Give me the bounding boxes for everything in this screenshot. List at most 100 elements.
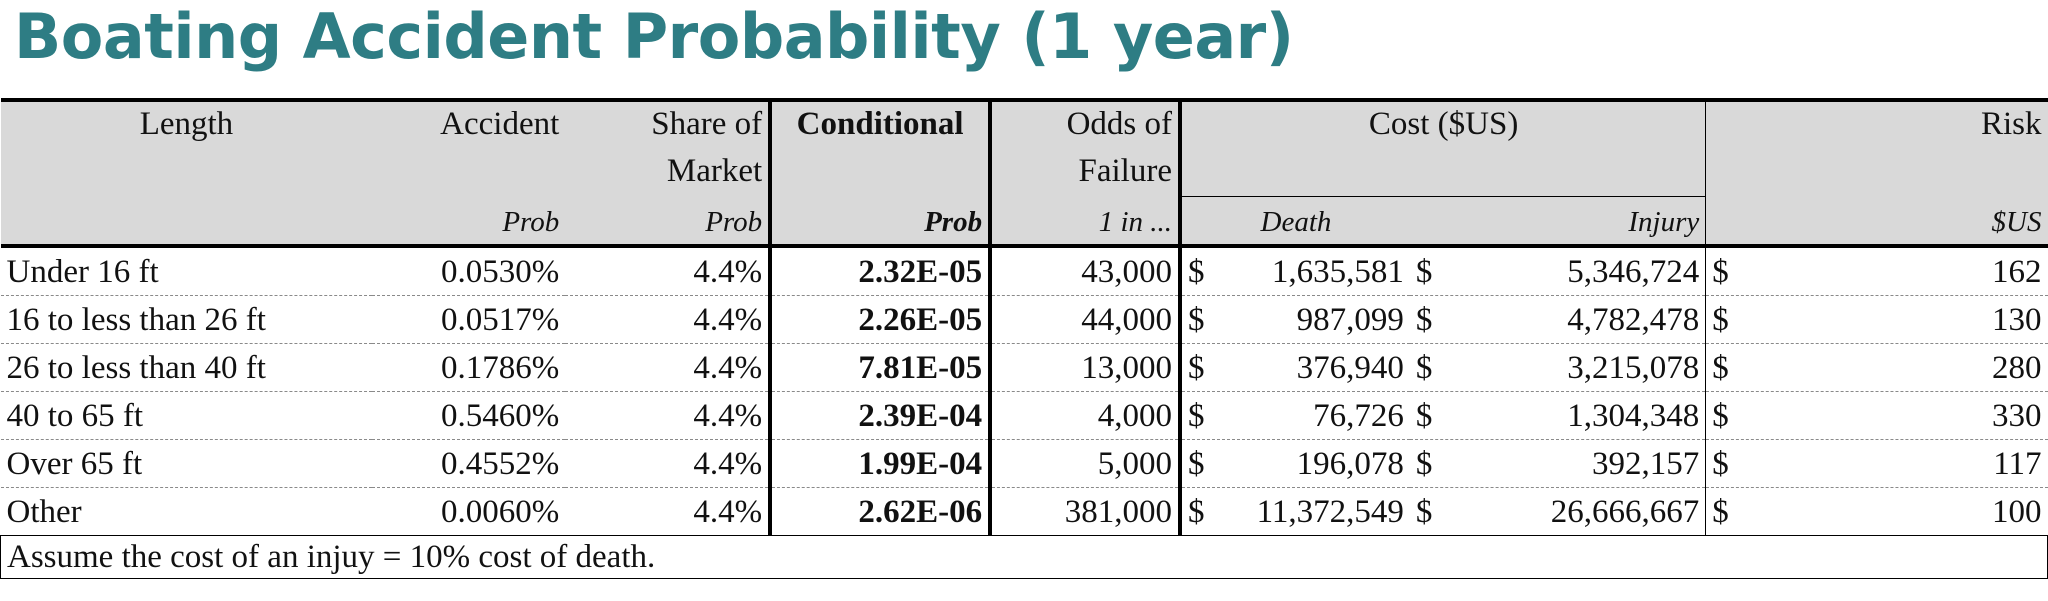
currency-symbol: $ <box>1712 445 1729 482</box>
cell-death-cost-value: 11,372,549 <box>1256 493 1404 530</box>
cell-risk: $100 <box>1705 487 2048 536</box>
subheader-injury: Injury <box>1409 196 1706 246</box>
subheader-odds: 1 in ... <box>990 196 1180 246</box>
cell-conditional-prob: 7.81E-05 <box>768 343 993 392</box>
cell-injury-cost-value: 5,346,724 <box>1567 253 1700 290</box>
subheader-death: Death <box>1178 196 1410 246</box>
currency-symbol: $ <box>1188 349 1205 386</box>
subheader-accident-prob: Prob <box>372 196 566 246</box>
subheader-share-prob: Prob <box>565 196 771 246</box>
cell-injury-cost-value: 4,782,478 <box>1567 301 1700 338</box>
cell-odds: 44,000 <box>990 295 1180 344</box>
cell-length: 40 to 65 ft <box>0 391 373 440</box>
subheader-conditional-prob: Prob <box>768 196 993 246</box>
table-row: 40 to 65 ft 0.5460% 4.4% 2.39E-04 4,000 $76,7… <box>0 391 2048 440</box>
table-row: Over 65 ft 0.4552% 4.4% 1.99E-04 5,000 $196,0… <box>0 439 2048 488</box>
table-row: 26 to less than 40 ft 0.1786% 4.4% 7.81E-05… <box>0 343 2048 392</box>
cell-odds: 5,000 <box>990 439 1180 488</box>
col-header-risk: Risk <box>1705 100 2048 149</box>
cell-accident-prob: 0.4552% <box>372 439 566 488</box>
cell-risk-value: 330 <box>1992 397 2042 434</box>
cell-injury-cost-value: 3,215,078 <box>1567 349 1700 386</box>
cell-risk: $162 <box>1705 246 2048 296</box>
cell-death-cost-value: 376,940 <box>1296 349 1404 386</box>
header-row-3: Prob Prob Prob 1 in ... Death Injury $US <box>0 196 2048 246</box>
subheader-risk: $US <box>1705 196 2048 246</box>
cell-risk-value: 162 <box>1992 253 2042 290</box>
spreadsheet: Length Accident Share of Conditional Odd… <box>0 98 2048 579</box>
table-row: Other 0.0060% 4.4% 2.62E-06 381,000 $11,372,5… <box>0 487 2048 536</box>
cell-risk-value: 100 <box>1992 493 2042 530</box>
cell-length: Under 16 ft <box>0 246 373 296</box>
cell-conditional-prob: 2.32E-05 <box>768 246 993 296</box>
currency-symbol: $ <box>1415 493 1433 530</box>
cell-injury-cost-value: 26,666,667 <box>1550 493 1700 530</box>
cell-death-cost-value: 1,635,581 <box>1271 253 1404 290</box>
col-header-accident: Accident <box>372 100 566 149</box>
currency-symbol: $ <box>1188 493 1205 530</box>
cell-accident-prob: 0.5460% <box>372 391 566 440</box>
currency-symbol: $ <box>1188 397 1205 434</box>
cell-injury-cost: $5,346,724 <box>1409 246 1706 296</box>
currency-symbol: $ <box>1415 253 1433 290</box>
page-title: Boating Accident Probability (1 year) <box>14 0 1294 73</box>
cell-share-prob: 4.4% <box>565 439 771 488</box>
cell-share-prob: 4.4% <box>565 343 771 392</box>
cell-risk: $130 <box>1705 295 2048 344</box>
cell-death-cost: $196,078 <box>1178 439 1410 488</box>
cell-death-cost: $76,726 <box>1178 391 1410 440</box>
cell-death-cost-value: 987,099 <box>1296 301 1404 338</box>
currency-symbol: $ <box>1712 301 1729 338</box>
currency-symbol: $ <box>1415 445 1433 482</box>
cell-length: Other <box>0 487 373 536</box>
risk-table: Length Accident Share of Conditional Odd… <box>0 98 2048 579</box>
cell-length: Over 65 ft <box>0 439 373 488</box>
table-row: 16 to less than 26 ft 0.0517% 4.4% 2.26E-05… <box>0 295 2048 344</box>
cell-risk-value: 117 <box>1993 445 2042 482</box>
cell-conditional-prob: 2.39E-04 <box>768 391 993 440</box>
cell-length: 16 to less than 26 ft <box>0 295 373 344</box>
cell-death-cost-value: 76,726 <box>1313 397 1404 434</box>
currency-symbol: $ <box>1188 253 1205 290</box>
note-row: Assume the cost of an injuy = 10% cost o… <box>0 535 2048 579</box>
footnote: Assume the cost of an injuy = 10% cost o… <box>0 535 2048 579</box>
currency-symbol: $ <box>1188 301 1205 338</box>
cell-odds: 4,000 <box>990 391 1180 440</box>
col-header-length: Length <box>0 100 373 149</box>
cell-risk: $280 <box>1705 343 2048 392</box>
cell-share-prob: 4.4% <box>565 295 771 344</box>
cell-accident-prob: 0.0060% <box>372 487 566 536</box>
currency-symbol: $ <box>1712 253 1729 290</box>
cell-length: 26 to less than 40 ft <box>0 343 373 392</box>
cell-odds: 381,000 <box>990 487 1180 536</box>
cell-injury-cost: $3,215,078 <box>1409 343 1706 392</box>
col-header-share-line2: Market <box>565 149 771 197</box>
cell-injury-cost: $1,304,348 <box>1409 391 1706 440</box>
cell-odds: 13,000 <box>990 343 1180 392</box>
cell-injury-cost: $26,666,667 <box>1409 487 1706 536</box>
cell-conditional-prob: 2.62E-06 <box>768 487 993 536</box>
cell-death-cost: $987,099 <box>1178 295 1410 344</box>
cell-injury-cost-value: 392,157 <box>1592 445 1700 482</box>
cell-accident-prob: 0.0530% <box>372 246 566 296</box>
header-row-1: Length Accident Share of Conditional Odd… <box>0 100 2048 149</box>
col-header-conditional: Conditional <box>768 100 993 149</box>
table-body: Under 16 ft 0.0530% 4.4% 2.32E-05 43,000 $1,6… <box>0 246 2048 536</box>
col-header-odds-line2: Failure <box>990 149 1180 197</box>
cell-injury-cost-value: 1,304,348 <box>1567 397 1700 434</box>
table-row: Under 16 ft 0.0530% 4.4% 2.32E-05 43,000 $1,6… <box>0 246 2048 296</box>
cell-risk: $330 <box>1705 391 2048 440</box>
cell-conditional-prob: 1.99E-04 <box>768 439 993 488</box>
cell-risk: $117 <box>1705 439 2048 488</box>
currency-symbol: $ <box>1712 349 1729 386</box>
cell-death-cost: $11,372,549 <box>1178 487 1410 536</box>
cell-death-cost: $376,940 <box>1178 343 1410 392</box>
currency-symbol: $ <box>1712 397 1729 434</box>
currency-symbol: $ <box>1415 397 1433 434</box>
cell-accident-prob: 0.0517% <box>372 295 566 344</box>
currency-symbol: $ <box>1415 349 1433 386</box>
currency-symbol: $ <box>1415 301 1433 338</box>
cell-odds: 43,000 <box>990 246 1180 296</box>
cell-share-prob: 4.4% <box>565 246 771 296</box>
cell-share-prob: 4.4% <box>565 487 771 536</box>
